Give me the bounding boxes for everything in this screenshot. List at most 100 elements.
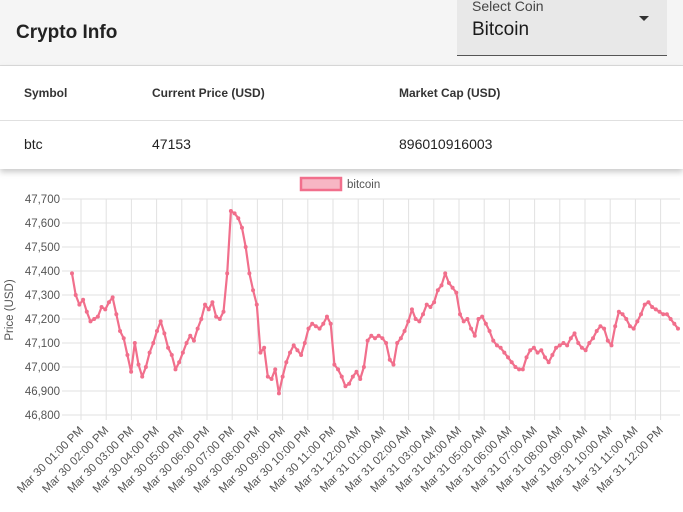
data-point[interactable] — [591, 336, 596, 341]
data-point[interactable] — [602, 326, 607, 331]
data-point[interactable] — [140, 374, 145, 379]
data-point[interactable] — [446, 281, 451, 285]
data-point[interactable] — [457, 312, 462, 317]
data-point[interactable] — [421, 312, 426, 317]
data-point[interactable] — [92, 317, 97, 321]
data-point[interactable] — [369, 333, 374, 338]
data-point[interactable] — [110, 295, 115, 300]
data-point[interactable] — [380, 336, 385, 341]
data-point[interactable] — [103, 307, 108, 312]
data-point[interactable] — [358, 377, 363, 381]
data-point[interactable] — [631, 326, 636, 331]
data-point[interactable] — [354, 369, 359, 374]
data-point[interactable] — [476, 317, 481, 321]
data-point[interactable] — [184, 341, 189, 345]
data-point[interactable] — [99, 305, 104, 309]
data-point[interactable] — [539, 348, 544, 353]
data-point[interactable] — [461, 319, 466, 324]
data-point[interactable] — [302, 341, 307, 345]
dropdown-arrow-icon[interactable] — [639, 16, 649, 21]
data-point[interactable] — [339, 374, 344, 379]
data-point[interactable] — [469, 326, 474, 331]
data-point[interactable] — [594, 329, 599, 333]
data-point[interactable] — [129, 369, 134, 374]
data-point[interactable] — [265, 374, 270, 379]
data-point[interactable] — [513, 365, 518, 369]
data-point[interactable] — [620, 312, 625, 317]
data-point[interactable] — [310, 321, 315, 326]
data-point[interactable] — [676, 326, 680, 331]
data-point[interactable] — [199, 317, 204, 321]
data-point[interactable] — [413, 317, 418, 321]
data-point[interactable] — [535, 350, 540, 355]
data-point[interactable] — [398, 336, 403, 341]
data-point[interactable] — [125, 353, 130, 357]
data-point[interactable] — [81, 297, 86, 302]
data-point[interactable] — [576, 341, 581, 345]
data-point[interactable] — [509, 360, 514, 365]
data-point[interactable] — [387, 357, 392, 362]
data-point[interactable] — [258, 350, 263, 355]
data-point[interactable] — [347, 381, 352, 386]
data-point[interactable] — [395, 341, 400, 345]
data-point[interactable] — [450, 285, 455, 290]
data-point[interactable] — [77, 302, 82, 307]
data-point[interactable] — [454, 290, 459, 295]
data-point[interactable] — [191, 338, 196, 343]
data-point[interactable] — [158, 319, 163, 324]
data-point[interactable] — [106, 300, 111, 305]
data-point[interactable] — [166, 345, 171, 350]
data-point[interactable] — [269, 377, 274, 381]
data-point[interactable] — [572, 331, 577, 336]
legend[interactable]: bitcoin — [299, 176, 380, 192]
data-point[interactable] — [262, 345, 267, 350]
data-point[interactable] — [276, 391, 281, 396]
data-point[interactable] — [546, 360, 551, 365]
data-point[interactable] — [136, 362, 141, 367]
data-point[interactable] — [121, 336, 126, 341]
data-point[interactable] — [417, 319, 422, 324]
data-point[interactable] — [317, 326, 322, 331]
data-point[interactable] — [88, 319, 93, 324]
data-point[interactable] — [280, 374, 285, 379]
legend-swatch-bitcoin[interactable] — [299, 176, 343, 192]
data-point[interactable] — [217, 317, 222, 321]
data-point[interactable] — [565, 343, 570, 348]
data-point[interactable] — [321, 321, 326, 326]
data-point[interactable] — [428, 305, 433, 309]
data-point[interactable] — [143, 365, 148, 369]
data-point[interactable] — [147, 350, 152, 355]
data-point[interactable] — [480, 314, 485, 319]
data-point[interactable] — [646, 300, 651, 305]
data-point[interactable] — [288, 350, 293, 355]
data-point[interactable] — [154, 329, 159, 333]
data-point[interactable] — [221, 309, 226, 314]
data-point[interactable] — [210, 300, 215, 305]
data-point[interactable] — [579, 345, 584, 350]
data-point[interactable] — [236, 216, 241, 221]
data-point[interactable] — [306, 326, 311, 331]
data-point[interactable] — [180, 350, 185, 355]
data-point[interactable] — [225, 271, 230, 276]
data-point[interactable] — [232, 211, 237, 216]
data-point[interactable] — [195, 326, 200, 331]
data-point[interactable] — [73, 293, 78, 297]
data-point[interactable] — [402, 329, 407, 333]
data-point[interactable] — [373, 336, 377, 341]
data-point[interactable] — [95, 314, 100, 319]
data-point[interactable] — [465, 317, 470, 321]
data-point[interactable] — [284, 360, 289, 365]
data-point[interactable] — [520, 367, 525, 372]
data-point[interactable] — [313, 324, 318, 329]
data-point[interactable] — [132, 341, 137, 345]
data-point[interactable] — [472, 333, 477, 338]
data-point[interactable] — [605, 338, 610, 343]
data-point[interactable] — [365, 338, 370, 343]
data-point[interactable] — [627, 324, 632, 329]
data-point[interactable] — [498, 345, 503, 350]
data-point[interactable] — [531, 345, 536, 350]
data-point[interactable] — [491, 338, 496, 343]
data-point[interactable] — [550, 353, 555, 357]
data-point[interactable] — [635, 319, 640, 324]
data-point[interactable] — [557, 343, 562, 348]
